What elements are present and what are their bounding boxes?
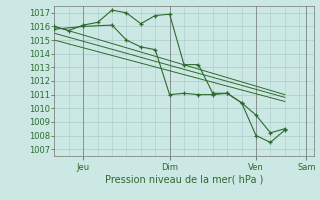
X-axis label: Pression niveau de la mer( hPa ): Pression niveau de la mer( hPa ) (105, 175, 263, 185)
